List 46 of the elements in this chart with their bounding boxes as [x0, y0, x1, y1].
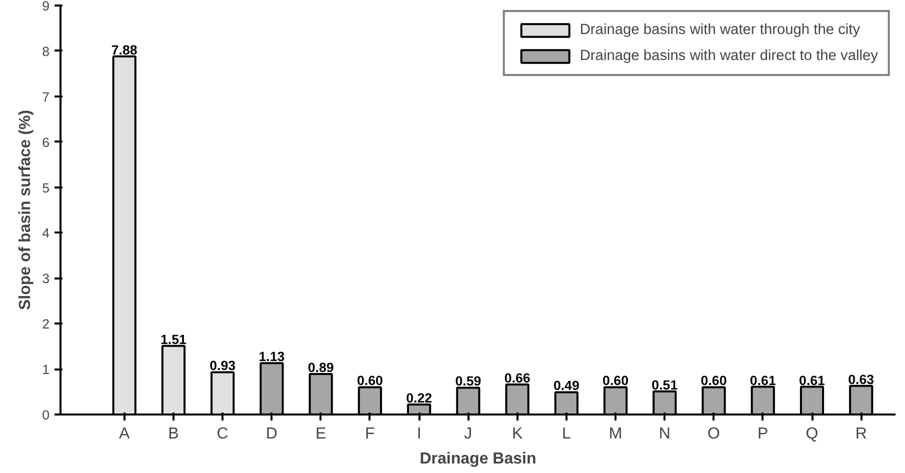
y-tick-label: 3 [42, 271, 50, 286]
x-tick-label: L [562, 426, 571, 442]
x-tick-label: N [658, 426, 670, 442]
y-tick-label: 7 [42, 89, 50, 104]
data-label: 0.61 [799, 372, 826, 388]
x-tick-label: F [365, 426, 376, 442]
data-label: 0.60 [602, 373, 629, 388]
y-tick-label: 4 [42, 226, 50, 241]
y-tick-label: 6 [42, 134, 50, 150]
x-tick-label: M [608, 426, 622, 442]
y-tick-label: 2 [42, 316, 50, 332]
x-tick-label: I [416, 426, 422, 442]
x-tick-label: B [168, 426, 179, 442]
x-tick-label: O [708, 426, 720, 442]
data-label: 1.13 [258, 349, 285, 364]
y-tick-label: 5 [42, 180, 50, 196]
data-label: 0.49 [553, 378, 580, 394]
data-label: 0.59 [455, 374, 482, 389]
x-tick-label: P [758, 426, 768, 442]
y-tick-label: 9 [42, 0, 50, 14]
data-label: 1.51 [160, 332, 188, 347]
data-label: 0.66 [504, 370, 530, 386]
x-tick-label: C [216, 426, 228, 442]
data-label: 0.93 [210, 358, 236, 374]
x-tick-label: J [464, 426, 472, 442]
x-tick-label: D [266, 426, 278, 442]
y-axis-title: Slope of basin surface (%) [17, 110, 34, 310]
data-label: 7.88 [111, 42, 138, 58]
x-tick-label: A [119, 426, 130, 442]
x-tick-label: R [855, 426, 867, 442]
data-label: 0.61 [750, 372, 776, 388]
y-tick-label: 8 [42, 44, 50, 59]
data-label: 0.51 [652, 377, 678, 392]
x-tick-label: K [512, 426, 523, 442]
legend-label: Drainage basins with water through the city [580, 22, 860, 38]
data-label: 0.89 [308, 360, 334, 376]
data-label: 0.22 [406, 390, 432, 406]
data-label: 0.63 [848, 372, 874, 387]
y-tick-label: 0 [42, 408, 50, 422]
data-label: 0.60 [356, 373, 383, 388]
x-tick-label: Q [806, 426, 818, 442]
data-label: 0.60 [700, 373, 727, 388]
y-tick-label: 1 [42, 362, 50, 378]
x-tick-label: E [315, 426, 326, 442]
x-axis-title: Drainage Basin [420, 450, 536, 468]
legend-label: Drainage basins with water direct to the valley [580, 48, 878, 64]
